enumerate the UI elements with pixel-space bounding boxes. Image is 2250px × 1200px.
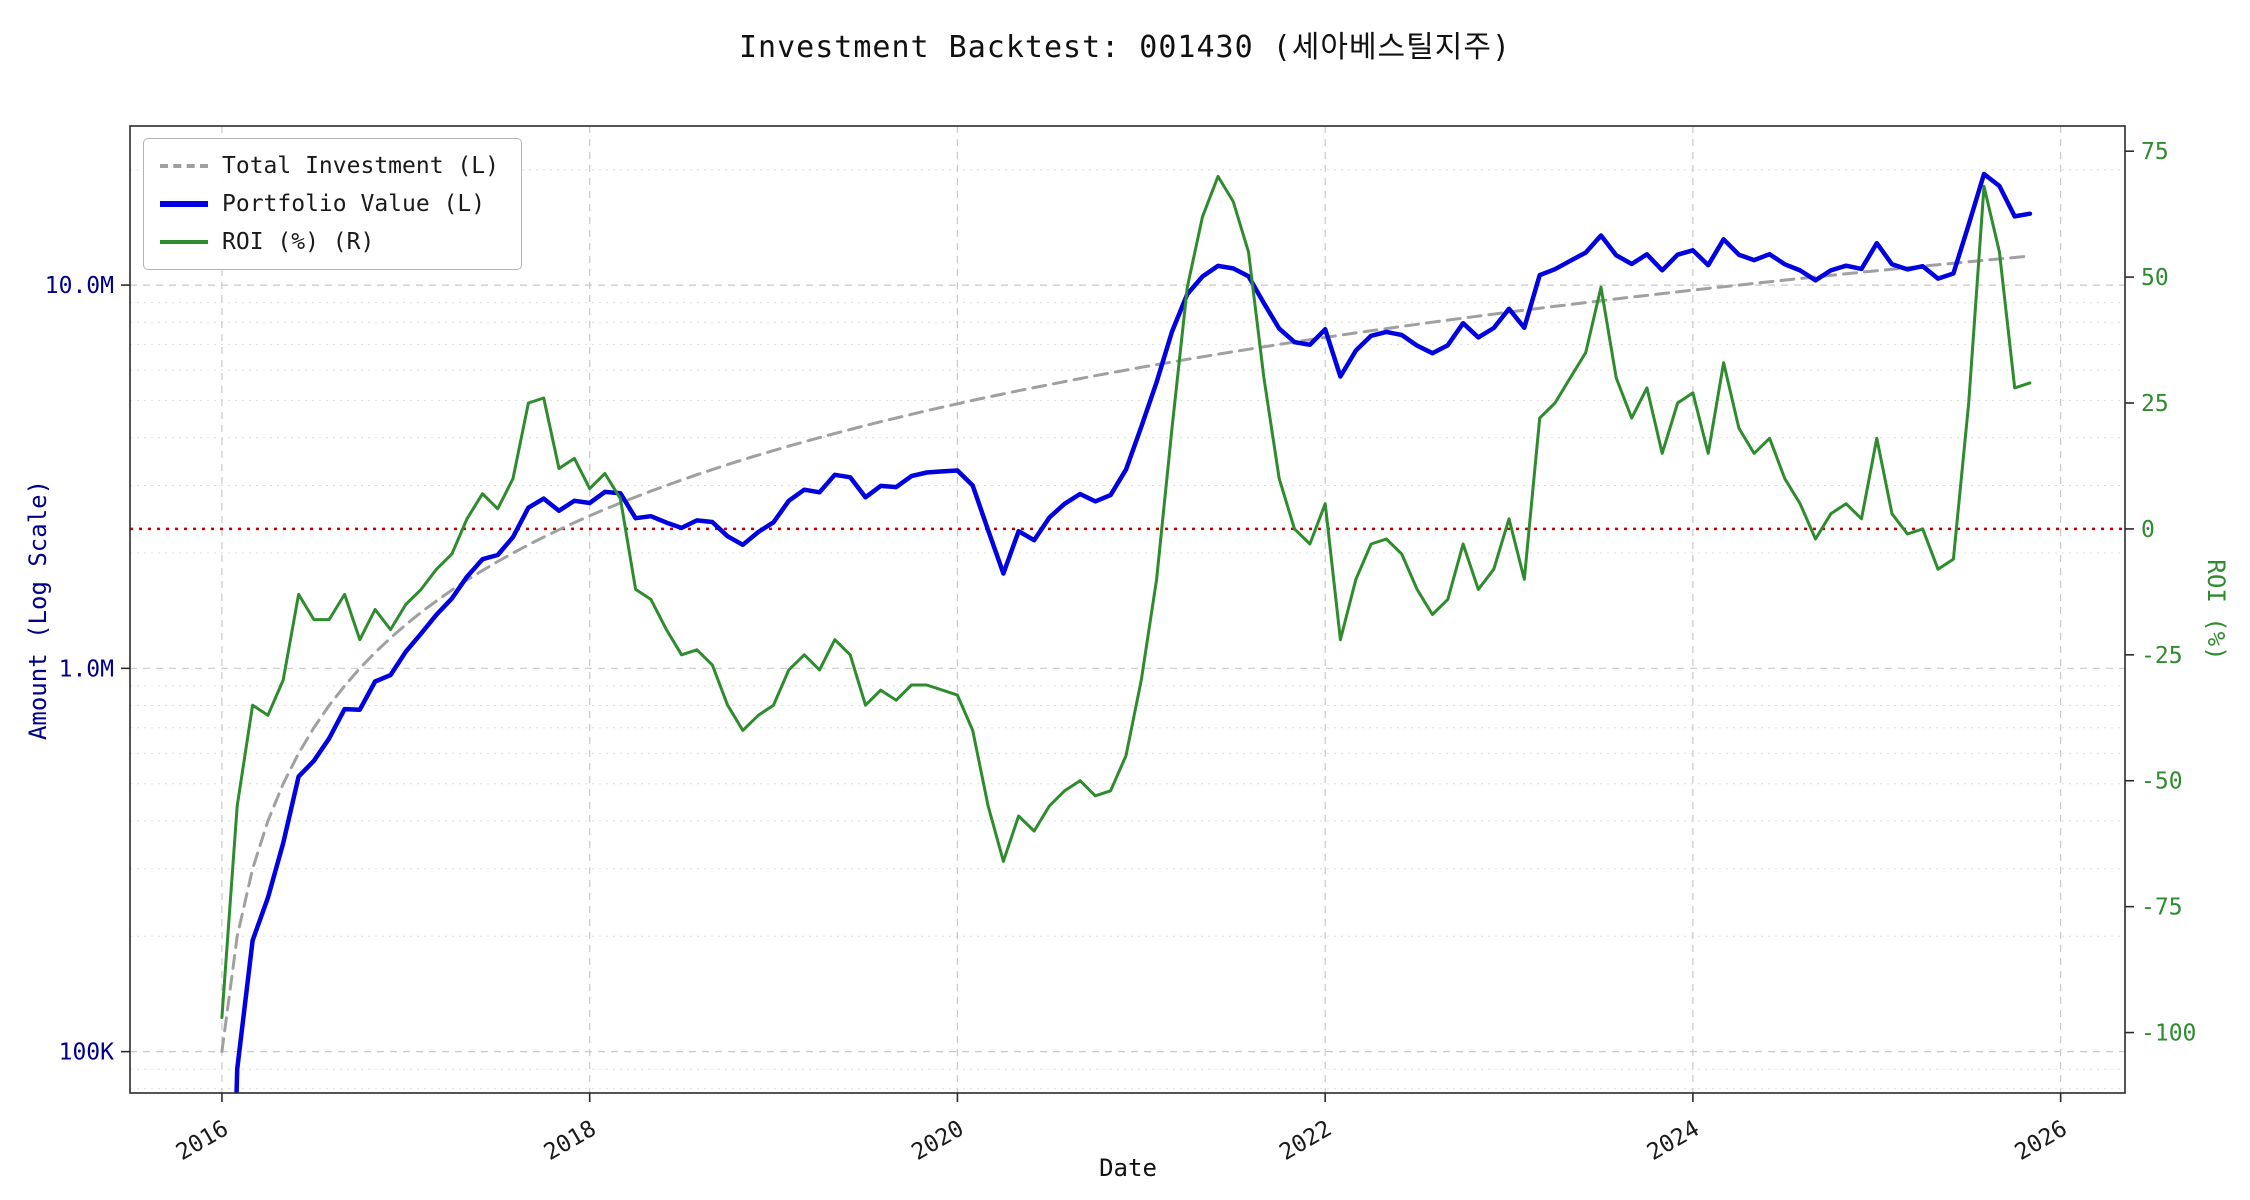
- x-axis-label: Date: [1099, 1154, 1157, 1182]
- y-right-tick-label: -100: [2141, 1021, 2196, 1047]
- x-tick-label: 2016: [172, 1116, 233, 1166]
- x-tick-label: 2024: [1643, 1116, 1704, 1166]
- legend-label: ROI (%) (R): [222, 229, 375, 255]
- legend-label: Portfolio Value (L): [222, 191, 486, 217]
- y-right-tick-label: -25: [2141, 643, 2183, 669]
- roi-line-swatch: [160, 240, 208, 244]
- legend-item-total-investment: Total Investment (L): [160, 153, 499, 179]
- chart-title: Investment Backtest: 001430 (세아베스틸지주): [738, 30, 1512, 65]
- total-investment-line: [220, 254, 2032, 1054]
- chart-legend: Total Investment (L) Portfolio Value (L)…: [143, 138, 522, 270]
- y-right-tick-label: -50: [2141, 769, 2183, 795]
- x-tick-label: 2022: [1275, 1116, 1336, 1166]
- y-left-tick-label: 100K: [59, 1040, 115, 1066]
- y-right-tick-label: -75: [2141, 895, 2183, 921]
- portfolio-value-line: [234, 171, 2033, 1093]
- legend-label: Total Investment (L): [222, 153, 499, 179]
- y-right-tick-label: 50: [2141, 265, 2169, 291]
- legend-item-portfolio-value: Portfolio Value (L): [160, 191, 499, 217]
- y-left-tick-label: 10.0M: [45, 273, 114, 299]
- x-tick-label: 2026: [2011, 1116, 2072, 1166]
- plot-border: [129, 125, 2126, 1094]
- roi-line: [220, 174, 2032, 1019]
- x-tick-label: 2018: [540, 1116, 601, 1166]
- y-axis-left-label: Amount (Log Scale): [24, 479, 52, 741]
- y-right-tick-label: 75: [2141, 139, 2169, 165]
- x-tick-label: 2020: [907, 1116, 968, 1166]
- y-left-tick-label: 1.0M: [59, 656, 114, 682]
- total-investment-line-swatch: [160, 164, 208, 168]
- legend-item-roi: ROI (%) (R): [160, 229, 499, 255]
- y-axis-right-label: ROI (%): [2202, 559, 2230, 661]
- y-right-tick-label: 0: [2141, 517, 2155, 543]
- y-right-tick-label: 25: [2141, 391, 2169, 417]
- portfolio-value-line-swatch: [160, 201, 208, 207]
